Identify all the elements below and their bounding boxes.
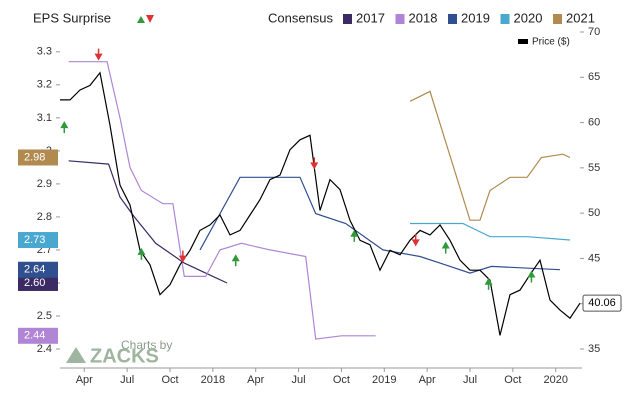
y2-tick-label: 55 <box>588 162 600 174</box>
price-last-label: 40.06 <box>588 297 616 309</box>
y2-tick-label: 70 <box>588 26 600 38</box>
y2-tick-label: 35 <box>588 343 600 355</box>
eps-surprise-arrow <box>310 162 319 170</box>
consensus-legend: Consensus <box>268 10 334 25</box>
x-tick-label: Jul <box>463 374 477 386</box>
eps-surprise-arrow <box>484 277 493 285</box>
last-value-label: 2.98 <box>24 151 45 163</box>
legend-label: 2018 <box>409 10 438 25</box>
series-line <box>410 222 571 241</box>
legend-swatch <box>448 14 457 24</box>
logo-icon <box>66 347 86 363</box>
last-value-box <box>18 261 58 278</box>
eps-surprise-arrow <box>527 270 536 278</box>
last-value-label: 2.73 <box>24 234 45 246</box>
x-tick-label: Apr <box>76 374 93 386</box>
y-tick-label: 2.5 <box>37 310 52 322</box>
legend-label: 2019 <box>461 10 490 25</box>
y-tick-label: 3.3 <box>37 46 52 58</box>
x-tick-label: Apr <box>247 374 264 386</box>
series-line <box>68 61 376 340</box>
legend-swatch <box>518 39 528 44</box>
legend-swatch <box>500 14 510 24</box>
last-value-box <box>18 232 58 249</box>
legend-swatch <box>553 14 562 24</box>
eps-surprise-arrow <box>411 239 420 247</box>
series-line <box>68 160 228 284</box>
price-last-box <box>582 294 622 312</box>
eps-surprise-arrow <box>350 229 359 237</box>
x-tick-label: 2018 <box>201 374 225 386</box>
y-tick-label: 2.8 <box>37 211 52 223</box>
legend-label: 2020 <box>514 10 543 25</box>
last-value-label: 2.60 <box>24 277 45 289</box>
last-value-box <box>18 149 58 166</box>
last-value-label: 2.44 <box>24 330 45 342</box>
eps-surprise-arrow <box>137 247 146 255</box>
y2-tick-label: 60 <box>588 116 600 128</box>
series-line <box>199 176 561 274</box>
eps-surprise-arrow <box>94 53 103 61</box>
x-tick-label: Oct <box>504 374 521 386</box>
eps-legend: EPS Surprise <box>33 10 111 25</box>
eps-surprise-arrow <box>178 255 187 263</box>
watermark: Charts by <box>121 338 172 352</box>
watermark-brand: ZACKS <box>90 345 159 367</box>
x-tick-label: Oct <box>333 374 350 386</box>
eps-surprise-arrow <box>60 121 69 129</box>
up-arrow-icon <box>137 16 145 23</box>
legend-swatch <box>395 14 405 24</box>
y2-tick-label: 65 <box>588 71 600 83</box>
x-tick-label: Oct <box>161 374 178 386</box>
x-tick-label: Jul <box>120 374 134 386</box>
x-tick-label: 2019 <box>372 374 396 386</box>
last-value-box <box>18 274 58 291</box>
y2-tick-label: 50 <box>588 207 600 219</box>
y-tick-label: 3.1 <box>37 112 52 124</box>
y-tick-label: 2.9 <box>37 178 52 190</box>
legend-label: 2017 <box>356 10 385 25</box>
x-tick-label: Apr <box>419 374 436 386</box>
y-tick-label: 2.4 <box>37 343 52 355</box>
last-value-label: 2.64 <box>24 264 45 276</box>
down-arrow-icon <box>146 15 154 23</box>
y2-tick-label: 45 <box>588 252 600 264</box>
legend-label: Price ($) <box>532 37 570 48</box>
eps-surprise-arrow <box>441 241 450 249</box>
y-tick-label: 3.2 <box>37 79 52 91</box>
x-tick-label: Jul <box>292 374 306 386</box>
legend-swatch <box>343 14 352 24</box>
eps-surprise-arrow <box>231 254 240 262</box>
last-value-box <box>18 327 58 344</box>
x-tick-label: 2020 <box>543 374 567 386</box>
legend-label: 2021 <box>566 10 595 25</box>
series-line <box>409 90 571 221</box>
series-line <box>60 71 581 336</box>
